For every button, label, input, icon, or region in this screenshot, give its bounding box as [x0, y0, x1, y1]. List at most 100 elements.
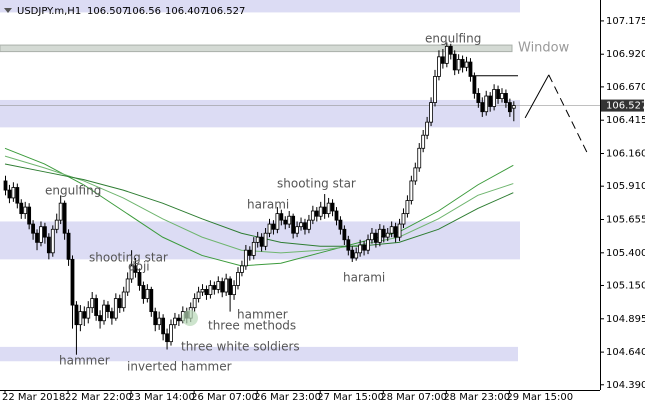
- candle-body: [385, 232, 390, 238]
- y-tick-label: 106.160: [606, 149, 645, 160]
- candle-body: [102, 304, 106, 322]
- candle: [405, 195, 410, 218]
- candle-body: [263, 232, 268, 247]
- candle: [243, 244, 248, 270]
- candle-body: [440, 56, 445, 64]
- candle: [338, 216, 343, 235]
- candle-body: [125, 278, 130, 293]
- candle-body: [145, 288, 150, 299]
- candle: [437, 50, 441, 81]
- candle-body: [224, 278, 229, 293]
- candle: [236, 267, 240, 290]
- y-tick-label: 106.415: [606, 115, 645, 126]
- candle-body: [228, 278, 233, 296]
- candle-body: [511, 105, 516, 109]
- candle-body: [121, 291, 126, 309]
- candle-body: [19, 202, 24, 215]
- candle: [247, 246, 252, 261]
- candle-body: [39, 226, 43, 243]
- candle: [129, 250, 134, 283]
- candle-body: [271, 223, 276, 230]
- candle-body: [318, 206, 323, 217]
- candle: [19, 199, 24, 219]
- candle-body: [255, 236, 260, 243]
- candle-body: [149, 288, 154, 313]
- zone: [0, 99, 520, 128]
- y-tick-label: 105.150: [606, 280, 645, 291]
- x-tick-label: 27 Mar 15:00: [317, 392, 384, 403]
- candle-body: [405, 200, 410, 215]
- candle: [492, 84, 497, 111]
- pattern-label: hammer: [59, 354, 110, 368]
- candle: [62, 200, 67, 240]
- candle: [370, 227, 374, 244]
- candle-body: [452, 53, 457, 71]
- candle: [86, 301, 91, 324]
- candle: [314, 207, 319, 222]
- candle: [7, 184, 12, 204]
- candle: [39, 221, 43, 247]
- candle-body: [448, 45, 453, 55]
- candle: [98, 310, 102, 329]
- candle-body: [283, 219, 288, 225]
- candle-body: [23, 206, 28, 215]
- candle-body: [496, 89, 500, 100]
- candle: [377, 224, 382, 247]
- candle-body: [488, 95, 493, 107]
- candle: [145, 284, 150, 303]
- candle-body: [421, 134, 426, 149]
- candle-body: [346, 239, 351, 251]
- candle: [275, 207, 280, 234]
- pattern-label: doji: [128, 260, 150, 274]
- candle-body: [86, 307, 91, 319]
- candle-body: [291, 215, 296, 234]
- candle: [318, 201, 323, 221]
- candle: [78, 305, 83, 332]
- candle-body: [157, 317, 162, 326]
- candle: [232, 280, 236, 300]
- candle: [224, 273, 229, 296]
- candle: [295, 221, 299, 238]
- candle: [173, 312, 177, 329]
- candle-body: [295, 226, 299, 234]
- candle: [417, 143, 422, 172]
- candle-body: [27, 206, 32, 225]
- candle-body: [74, 304, 79, 326]
- candle: [444, 42, 449, 68]
- candle: [27, 203, 32, 230]
- x-tick-label: 28 Mar 07:00: [380, 392, 447, 403]
- candle: [125, 272, 130, 296]
- header: USDJPY.m,H1 106.507 106.56 106.407 106.5…: [4, 6, 245, 17]
- candle: [460, 55, 465, 73]
- candle-body: [43, 226, 47, 238]
- candle: [385, 227, 390, 242]
- candle: [54, 213, 59, 234]
- moving-average: [4, 147, 514, 267]
- candle-body: [326, 202, 331, 215]
- candle: [220, 277, 225, 298]
- candle: [346, 235, 351, 256]
- candle-body: [35, 232, 39, 243]
- y-tick-label: 106.920: [606, 49, 645, 60]
- candle-body: [464, 61, 469, 68]
- candle-body: [196, 291, 201, 299]
- candle-body: [401, 213, 406, 225]
- candle-body: [409, 180, 414, 201]
- candle-body: [173, 317, 177, 326]
- candle-body: [393, 226, 398, 238]
- candle-body: [310, 210, 315, 221]
- candle-body: [330, 202, 335, 212]
- x-tick-label: 26 Mar 23:00: [254, 392, 321, 403]
- candle: [401, 208, 406, 228]
- x-tick-label: 29 Mar 15:00: [506, 392, 573, 403]
- pattern-label: three white soldiers: [181, 340, 300, 354]
- candle: [3, 175, 8, 196]
- candle-body: [58, 202, 63, 221]
- candle-body: [362, 244, 366, 251]
- candle-body: [370, 232, 374, 241]
- candle-body: [444, 45, 449, 64]
- candle: [310, 205, 315, 225]
- y-tick-label: 104.640: [606, 347, 645, 358]
- candle-body: [429, 102, 433, 123]
